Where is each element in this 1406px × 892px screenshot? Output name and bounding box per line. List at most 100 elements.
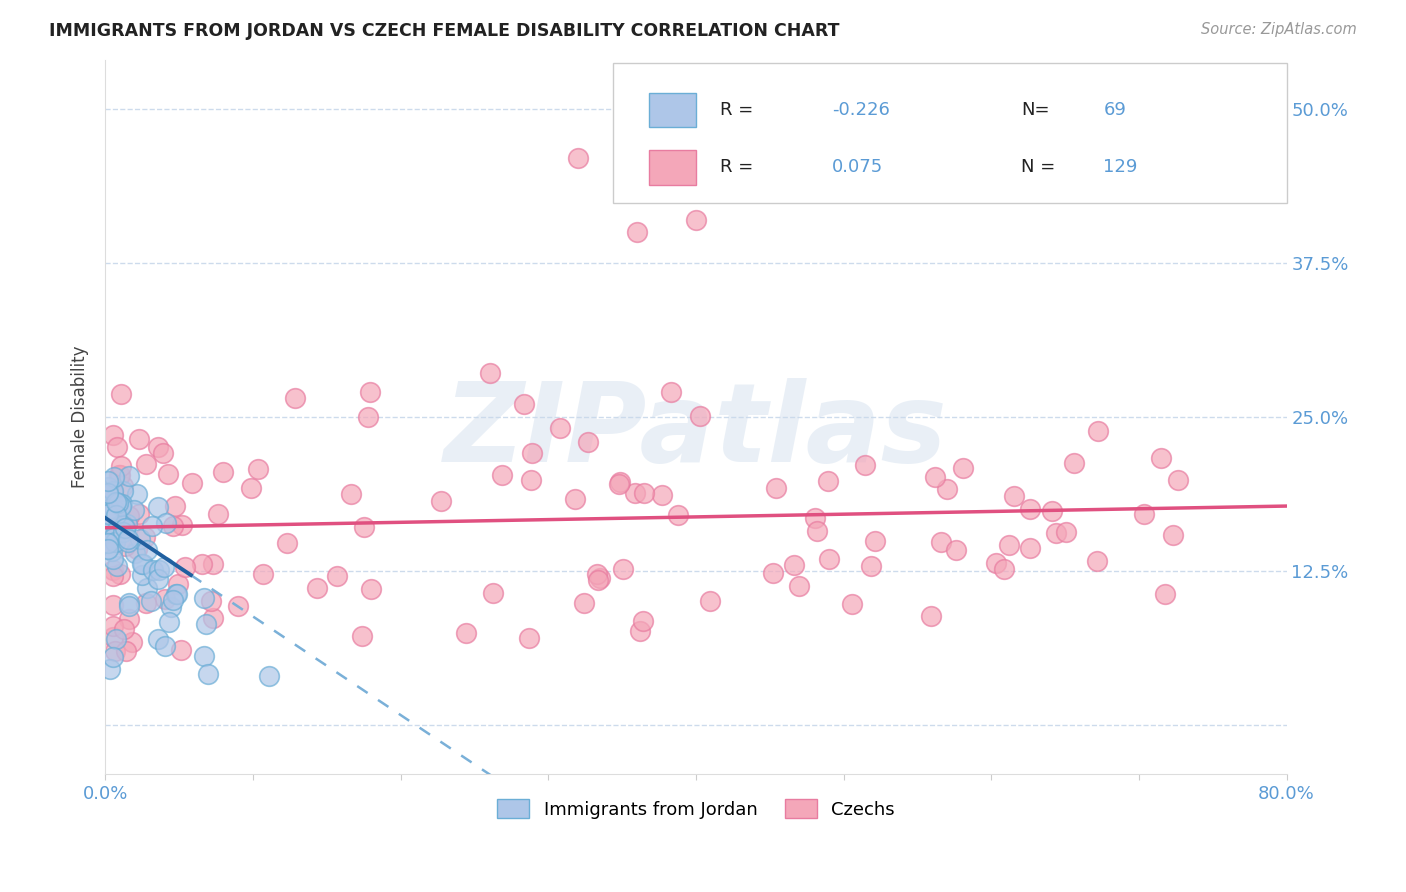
Point bbox=[998, 538, 1021, 552]
Point bbox=[117, 532, 139, 546]
Point bbox=[101, 543, 124, 558]
Point bbox=[359, 385, 381, 400]
Point bbox=[101, 487, 124, 501]
Point bbox=[118, 597, 141, 611]
Point bbox=[141, 519, 163, 533]
Point bbox=[98, 519, 121, 533]
Point bbox=[131, 558, 153, 572]
Point bbox=[101, 563, 124, 577]
Point bbox=[853, 458, 876, 473]
Point bbox=[173, 560, 195, 574]
Point bbox=[1054, 525, 1077, 540]
Point bbox=[357, 410, 380, 425]
Point bbox=[110, 500, 132, 514]
Point bbox=[112, 484, 135, 499]
Point bbox=[157, 467, 180, 481]
Point bbox=[110, 458, 132, 473]
Point bbox=[993, 562, 1015, 576]
Point bbox=[609, 475, 631, 489]
Point bbox=[1167, 474, 1189, 488]
Point bbox=[101, 428, 124, 442]
Point bbox=[97, 536, 120, 550]
Point bbox=[430, 494, 453, 508]
Point bbox=[108, 511, 131, 525]
Text: Source: ZipAtlas.com: Source: ZipAtlas.com bbox=[1201, 22, 1357, 37]
Point bbox=[548, 421, 571, 435]
Point bbox=[101, 569, 124, 583]
Point bbox=[97, 485, 120, 500]
Point bbox=[97, 488, 120, 502]
Point bbox=[103, 483, 125, 498]
Point bbox=[114, 539, 136, 553]
Point bbox=[124, 546, 146, 560]
Point bbox=[97, 507, 120, 521]
Point bbox=[118, 599, 141, 613]
Point bbox=[170, 643, 193, 657]
Point bbox=[1040, 504, 1063, 518]
Point bbox=[118, 469, 141, 483]
Point bbox=[98, 662, 121, 676]
Text: 69: 69 bbox=[1104, 101, 1126, 119]
Point bbox=[97, 541, 120, 556]
Point bbox=[112, 518, 135, 533]
Point bbox=[108, 467, 131, 482]
Point bbox=[491, 468, 513, 483]
Point bbox=[1085, 554, 1108, 568]
Text: 0.075: 0.075 bbox=[832, 158, 883, 176]
Point bbox=[104, 632, 127, 646]
Point bbox=[612, 561, 634, 575]
Point bbox=[159, 615, 181, 629]
Point bbox=[517, 631, 540, 645]
Point bbox=[762, 566, 785, 580]
Text: N=: N= bbox=[1021, 101, 1049, 119]
Point bbox=[578, 435, 600, 450]
Point bbox=[105, 495, 128, 509]
Point bbox=[689, 409, 711, 423]
Point bbox=[148, 500, 170, 515]
Point bbox=[564, 492, 586, 507]
Point bbox=[97, 474, 120, 488]
Point bbox=[101, 531, 124, 545]
Point bbox=[340, 487, 363, 501]
Point bbox=[115, 644, 138, 658]
Text: -0.226: -0.226 bbox=[832, 101, 890, 119]
Point bbox=[513, 397, 536, 411]
Point bbox=[128, 432, 150, 446]
Point bbox=[841, 597, 863, 611]
Point bbox=[97, 522, 120, 536]
Point bbox=[350, 629, 373, 643]
Point bbox=[101, 650, 124, 665]
Point bbox=[860, 558, 883, 573]
Point bbox=[180, 476, 202, 491]
Point bbox=[783, 558, 806, 573]
Point bbox=[633, 485, 655, 500]
Point bbox=[1133, 508, 1156, 522]
Point bbox=[110, 386, 132, 401]
Point bbox=[135, 458, 157, 472]
Point bbox=[101, 535, 124, 549]
Point bbox=[101, 533, 124, 547]
Point bbox=[353, 519, 375, 533]
Point bbox=[454, 626, 477, 640]
Point bbox=[252, 567, 274, 582]
Point bbox=[98, 526, 121, 541]
Point bbox=[1163, 528, 1185, 542]
Point bbox=[1019, 501, 1042, 516]
Point bbox=[167, 577, 190, 591]
Point bbox=[107, 496, 129, 510]
Point bbox=[1150, 451, 1173, 466]
Point bbox=[97, 502, 120, 516]
Point bbox=[1018, 541, 1040, 555]
Point bbox=[305, 582, 328, 596]
Point bbox=[574, 596, 596, 610]
Point bbox=[127, 541, 149, 556]
Point bbox=[193, 591, 215, 605]
Point bbox=[952, 460, 974, 475]
Point bbox=[162, 519, 184, 533]
Point bbox=[685, 212, 707, 227]
Point bbox=[586, 566, 609, 581]
Point bbox=[111, 525, 134, 540]
Point bbox=[478, 366, 501, 380]
Point bbox=[159, 600, 181, 615]
Point bbox=[103, 501, 125, 516]
